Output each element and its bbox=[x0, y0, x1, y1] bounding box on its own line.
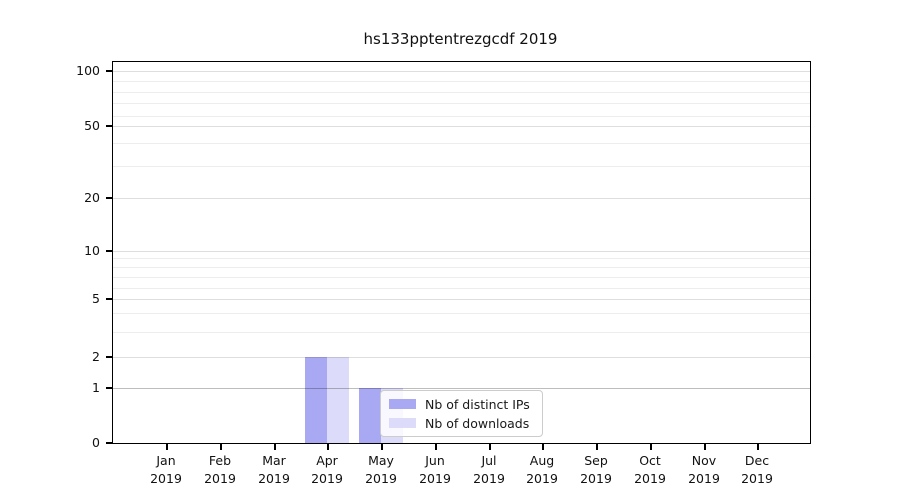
bar-may-distinct-ips bbox=[359, 388, 381, 443]
x-tick-mark-nov bbox=[704, 444, 706, 450]
x-month-label: Apr bbox=[316, 453, 338, 468]
x-month-label: Feb bbox=[208, 453, 232, 468]
x-tick-mark-jan bbox=[166, 444, 168, 450]
x-tick-mark-oct bbox=[650, 444, 652, 450]
x-tick-label-sep: Sep 2019 bbox=[566, 452, 626, 488]
x-tick-mark-apr bbox=[327, 444, 329, 450]
x-month-label: Dec bbox=[744, 453, 770, 468]
x-tick-mark-sep bbox=[596, 444, 598, 450]
gridline-major-20 bbox=[113, 198, 810, 199]
legend-item-distinct-ips: Nb of distinct IPs bbox=[389, 397, 534, 412]
x-year-label: 2019 bbox=[311, 471, 343, 486]
y-tick-mark bbox=[106, 387, 113, 389]
x-month-label: Jun bbox=[425, 453, 445, 468]
y-tick-mark bbox=[106, 250, 113, 252]
gridline-major-10 bbox=[113, 251, 810, 252]
y-tick-label-0: 0 bbox=[92, 435, 100, 450]
x-tick-label-apr: Apr 2019 bbox=[297, 452, 357, 488]
y-tick-label-100: 100 bbox=[76, 63, 100, 78]
x-year-label: 2019 bbox=[688, 471, 720, 486]
x-tick-label-mar: Mar 2019 bbox=[244, 452, 304, 488]
gridline-minor bbox=[113, 92, 810, 93]
gridline-major-2 bbox=[113, 357, 810, 358]
legend-swatch-distinct-ips bbox=[389, 399, 416, 409]
y-tick-label-5: 5 bbox=[92, 291, 100, 306]
x-year-label: 2019 bbox=[473, 471, 505, 486]
x-tick-label-jan: Jan 2019 bbox=[136, 452, 196, 488]
gridline-minor bbox=[113, 258, 810, 259]
gridline-minor bbox=[113, 288, 810, 289]
y-tick-mark bbox=[106, 356, 113, 358]
y-tick-mark bbox=[106, 442, 113, 444]
gridline-major-1 bbox=[113, 388, 810, 389]
x-tick-label-feb: Feb 2019 bbox=[190, 452, 250, 488]
x-year-label: 2019 bbox=[258, 471, 290, 486]
x-year-label: 2019 bbox=[365, 471, 397, 486]
gridline-major-50 bbox=[113, 126, 810, 127]
x-month-label: Nov bbox=[691, 453, 717, 468]
gridline-minor bbox=[113, 143, 810, 144]
y-tick-label-50: 50 bbox=[84, 118, 100, 133]
x-month-label: Aug bbox=[529, 453, 555, 468]
x-tick-label-jun: Jun 2019 bbox=[405, 452, 465, 488]
gridline-major-100 bbox=[113, 71, 810, 72]
y-tick-mark bbox=[106, 298, 113, 300]
y-tick-label-2: 2 bbox=[92, 349, 100, 364]
legend-swatch-downloads bbox=[389, 418, 416, 428]
x-year-label: 2019 bbox=[634, 471, 666, 486]
y-tick-mark bbox=[106, 197, 113, 199]
x-tick-mark-mar bbox=[274, 444, 276, 450]
x-tick-mark-feb bbox=[220, 444, 222, 450]
y-tick-mark bbox=[106, 125, 113, 127]
y-tick-label-10: 10 bbox=[84, 243, 100, 258]
x-year-label: 2019 bbox=[204, 471, 236, 486]
x-year-label: 2019 bbox=[419, 471, 451, 486]
x-tick-label-aug: Aug 2019 bbox=[512, 452, 572, 488]
x-month-label: Jan bbox=[156, 453, 176, 468]
legend: Nb of distinct IPs Nb of downloads bbox=[380, 390, 543, 437]
x-tick-mark-jun bbox=[435, 444, 437, 450]
chart-title: hs133pptentrezgcdf 2019 bbox=[363, 30, 558, 48]
gridline-minor bbox=[113, 332, 810, 333]
x-month-label: Jul bbox=[481, 453, 497, 468]
gridline-minor bbox=[113, 277, 810, 278]
x-year-label: 2019 bbox=[580, 471, 612, 486]
x-tick-label-dec: Dec 2019 bbox=[727, 452, 787, 488]
x-tick-label-jul: Jul 2019 bbox=[459, 452, 519, 488]
y-tick-label-1: 1 bbox=[92, 380, 100, 395]
x-year-label: 2019 bbox=[150, 471, 182, 486]
x-month-label: May bbox=[368, 453, 394, 468]
gridline-minor bbox=[113, 267, 810, 268]
y-tick-mark bbox=[106, 70, 113, 72]
y-tick-label-20: 20 bbox=[84, 190, 100, 205]
gridline-minor bbox=[113, 81, 810, 82]
gridline-minor bbox=[113, 116, 810, 117]
x-tick-label-nov: Nov 2019 bbox=[674, 452, 734, 488]
plot-area: Nb of distinct IPs Nb of downloads bbox=[112, 61, 811, 444]
x-tick-mark-may bbox=[381, 444, 383, 450]
x-year-label: 2019 bbox=[526, 471, 558, 486]
x-month-label: Mar bbox=[262, 453, 286, 468]
legend-label-downloads: Nb of downloads bbox=[425, 415, 530, 431]
x-month-label: Oct bbox=[639, 453, 661, 468]
x-tick-mark-dec bbox=[757, 444, 759, 450]
bar-apr-downloads bbox=[327, 357, 349, 443]
x-tick-mark-jul bbox=[489, 444, 491, 450]
x-year-label: 2019 bbox=[741, 471, 773, 486]
x-tick-label-oct: Oct 2019 bbox=[620, 452, 680, 488]
gridline-minor bbox=[113, 166, 810, 167]
gridline-minor bbox=[113, 313, 810, 314]
gridline-minor bbox=[113, 103, 810, 104]
gridline-major-5 bbox=[113, 299, 810, 300]
x-month-label: Sep bbox=[584, 453, 608, 468]
bar-apr-distinct-ips bbox=[305, 357, 327, 443]
legend-label-distinct-ips: Nb of distinct IPs bbox=[425, 396, 530, 412]
legend-item-downloads: Nb of downloads bbox=[389, 416, 534, 431]
x-tick-label-may: May 2019 bbox=[351, 452, 411, 488]
x-tick-mark-aug bbox=[542, 444, 544, 450]
